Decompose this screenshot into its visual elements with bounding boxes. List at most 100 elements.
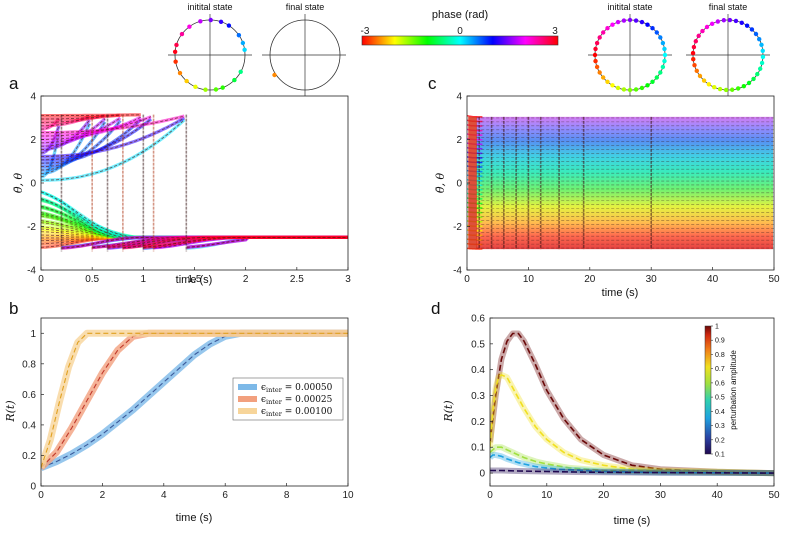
inset-dot bbox=[226, 23, 232, 28]
inset-dot bbox=[715, 19, 721, 24]
inset-dot bbox=[645, 83, 650, 88]
inset-left-initial: initital state bbox=[168, 2, 252, 96]
panel-c-ylabel: θ̄, θ bbox=[434, 173, 447, 194]
phase-colorbar-tick-max: 3 bbox=[552, 26, 558, 37]
panel-b-xtick-label: 4 bbox=[161, 490, 167, 501]
panel-a-oscillator-dashed bbox=[41, 114, 348, 248]
panel-b-legend-label: ϵinter = 0.00025 bbox=[261, 395, 333, 406]
inset-dot bbox=[600, 75, 606, 80]
inset-dot bbox=[692, 62, 697, 68]
inset-dot bbox=[610, 22, 615, 27]
panel-a-xtick-label: 2.5 bbox=[290, 274, 304, 285]
inset-dot bbox=[658, 35, 663, 40]
phase-colorbar: phase (rad) -3 0 3 bbox=[361, 9, 559, 46]
inset-dot bbox=[232, 77, 237, 83]
inset-right-initial-dots bbox=[592, 17, 668, 93]
panel-b-ytick-label: 0.2 bbox=[22, 451, 36, 462]
panel-d-series-band bbox=[490, 467, 774, 477]
inset-right-initial: initital state bbox=[588, 2, 672, 96]
panel-a-xtick-label: 1.5 bbox=[188, 274, 202, 285]
inset-dot bbox=[746, 80, 752, 86]
inset-dot bbox=[739, 20, 744, 26]
inset-dot bbox=[240, 40, 246, 46]
panel-b-legend-label: ϵinter = 0.00050 bbox=[261, 383, 333, 394]
inset-dot bbox=[184, 78, 189, 84]
inset-dot bbox=[179, 31, 185, 37]
inset-dot bbox=[735, 86, 741, 91]
inset-dot bbox=[759, 42, 764, 48]
amplitude-colorbar-tick-label: 0.8 bbox=[715, 352, 725, 359]
amplitude-colorbar-tick-label: 1 bbox=[715, 324, 719, 331]
inset-dot bbox=[242, 47, 247, 52]
amplitude-colorbar-tick-label: 0.7 bbox=[715, 366, 725, 373]
inset-right-final-label: final state bbox=[709, 2, 748, 12]
panel-d-series-dashed bbox=[490, 469, 774, 474]
panel-c-start-band bbox=[468, 116, 477, 250]
inset-dot bbox=[220, 85, 225, 90]
inset-dot bbox=[173, 59, 178, 64]
panel-c-xtick-label: 50 bbox=[768, 274, 780, 285]
inset-dot bbox=[615, 19, 621, 25]
panel-d-xtick-label: 30 bbox=[655, 490, 667, 501]
panel-c-xtick-label: 10 bbox=[523, 274, 535, 285]
inset-dot bbox=[238, 69, 243, 74]
inset-dot bbox=[660, 40, 666, 46]
inset-dot bbox=[627, 17, 633, 23]
inset-dot bbox=[700, 28, 705, 34]
inset-dot bbox=[757, 36, 762, 42]
inset-dot bbox=[691, 44, 697, 50]
panel-d-series-dashed bbox=[490, 332, 774, 474]
inset-dot bbox=[654, 75, 660, 80]
panel-a-xtick-label: 0.5 bbox=[85, 274, 99, 285]
inset-dot bbox=[597, 35, 602, 40]
panel-label-c: c bbox=[428, 74, 437, 93]
inset-dot bbox=[198, 19, 203, 24]
inset-dot bbox=[691, 56, 696, 62]
inset-dot bbox=[218, 19, 224, 24]
panel-b-lines bbox=[41, 329, 348, 471]
panel-c-xlabel: time (s) bbox=[602, 287, 639, 299]
amplitude-colorbar-tick-label: 0.3 bbox=[715, 423, 725, 430]
amplitude-colorbar-label: perturbation amplitude bbox=[729, 350, 738, 430]
inset-dot bbox=[749, 27, 755, 32]
inset-dot bbox=[757, 66, 763, 71]
inset-dot bbox=[633, 87, 639, 92]
inset-dot bbox=[662, 52, 668, 58]
panel-a-ytick-label: -2 bbox=[27, 222, 36, 233]
inset-dot bbox=[594, 64, 600, 70]
phase-colorbar-tick-mid: 0 bbox=[457, 26, 463, 37]
inset-dot bbox=[658, 70, 663, 75]
phase-colorbar-title: phase (rad) bbox=[432, 9, 488, 21]
panel-b-xtick-label: 10 bbox=[342, 490, 354, 501]
panel-b: 0 2 4 6 8 10 0 0.2 0.4 0.6 0.8 1 time (s) R(t) ϵint… bbox=[4, 317, 354, 524]
panel-a-ytick-label: -4 bbox=[27, 266, 36, 277]
panel-d-series-dashed bbox=[490, 373, 774, 474]
panel-c-transient-line bbox=[467, 114, 483, 118]
panel-d-lines bbox=[490, 330, 774, 477]
inset-dot bbox=[650, 79, 655, 85]
inset-dot bbox=[633, 18, 639, 23]
panel-c-xtick-label: 0 bbox=[464, 274, 470, 285]
inset-dot bbox=[187, 24, 192, 29]
inset-dot bbox=[704, 24, 710, 30]
inset-dot bbox=[693, 39, 699, 44]
panel-a-xtick-label: 0 bbox=[38, 274, 44, 285]
panel-c-splay-band bbox=[476, 116, 773, 250]
panel-d-xlabel: time (s) bbox=[614, 515, 651, 527]
panel-a-ytick-label: 4 bbox=[30, 92, 36, 103]
amplitude-colorbar-gradient bbox=[704, 325, 712, 455]
panel-d-ytick-label: 0.1 bbox=[471, 443, 485, 454]
inset-dot bbox=[744, 23, 750, 28]
panel-b-legend-label: ϵinter = 0.00100 bbox=[261, 407, 333, 418]
inset-dot bbox=[639, 85, 645, 91]
panel-b-ytick-label: 1 bbox=[30, 329, 36, 340]
inset-dot bbox=[615, 85, 621, 91]
panel-a: 0 0.5 1 1.5 2 2.5 3 -4 -2 0 2 4 time (s) θ̄, θ bbox=[12, 92, 351, 287]
inset-dot bbox=[741, 84, 747, 89]
inset-dot bbox=[203, 87, 208, 92]
panel-label-a: a bbox=[9, 74, 19, 93]
inset-dot bbox=[172, 49, 178, 54]
inset-dot bbox=[174, 42, 179, 48]
